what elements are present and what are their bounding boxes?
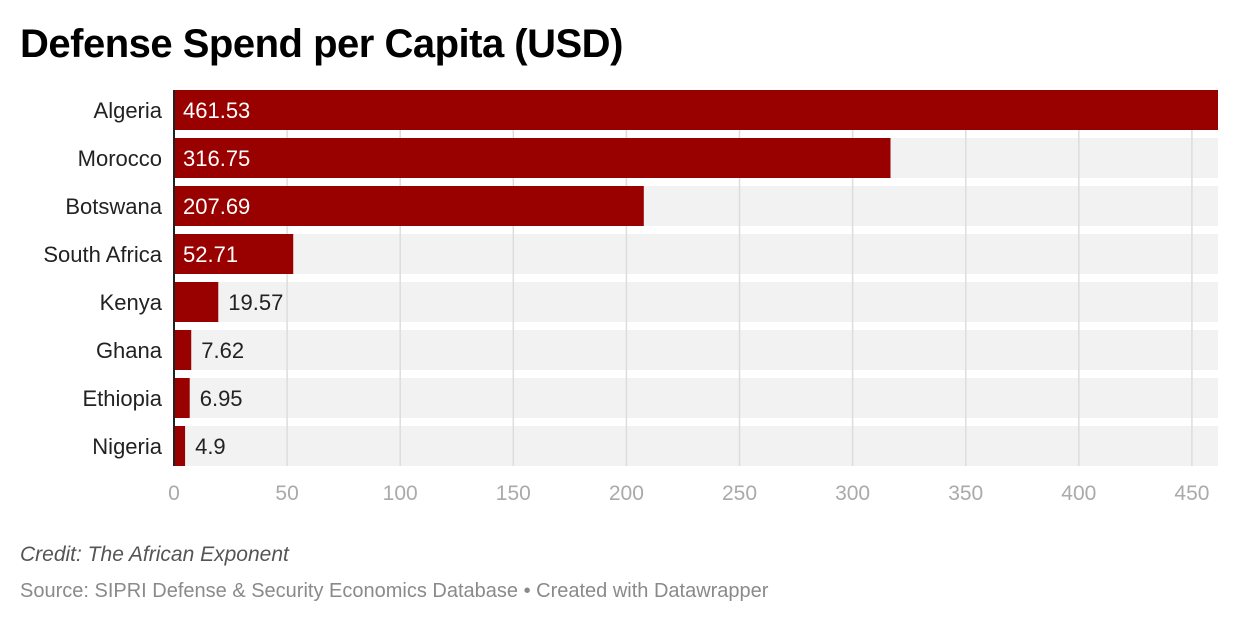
bar-track <box>174 282 1218 322</box>
category-label: Ghana <box>96 338 163 363</box>
value-label: 19.57 <box>228 290 283 315</box>
x-tick-label: 50 <box>275 482 298 505</box>
value-label: 4.9 <box>195 434 226 459</box>
chart-title: Defense Spend per Capita (USD) <box>20 22 623 66</box>
value-label: 207.69 <box>183 194 250 219</box>
x-tick-label: 200 <box>609 482 644 505</box>
bar <box>174 234 294 274</box>
x-tick-label: 250 <box>722 482 757 505</box>
category-label: Morocco <box>78 146 162 171</box>
value-label: 7.62 <box>201 338 244 363</box>
bar <box>174 186 644 226</box>
bar-track <box>174 234 1218 274</box>
bar <box>174 330 192 370</box>
bar-track <box>174 378 1218 418</box>
category-label: Ethiopia <box>82 386 162 411</box>
bar <box>174 426 186 466</box>
x-tick-label: 0 <box>168 482 180 505</box>
bar-track <box>174 426 1218 466</box>
bar <box>174 378 190 418</box>
category-label: South Africa <box>43 242 162 267</box>
x-tick-label: 100 <box>383 482 418 505</box>
value-label: 52.71 <box>183 242 238 267</box>
x-tick-label: 150 <box>496 482 531 505</box>
value-label: 461.53 <box>183 98 250 123</box>
bar-track <box>174 330 1218 370</box>
x-tick-label: 400 <box>1061 482 1096 505</box>
category-label: Nigeria <box>92 434 162 459</box>
category-label: Algeria <box>94 98 163 123</box>
source-note: Source: SIPRI Defense & Security Economi… <box>20 580 769 602</box>
bar <box>174 138 891 178</box>
value-label: 316.75 <box>183 146 250 171</box>
credit-note: Credit: The African Exponent <box>20 543 289 566</box>
x-tick-label: 350 <box>948 482 983 505</box>
x-tick-label: 300 <box>835 482 870 505</box>
category-label: Kenya <box>100 290 163 315</box>
x-tick-label: 450 <box>1174 482 1209 505</box>
category-label: Botswana <box>65 194 162 219</box>
bar <box>174 282 219 322</box>
value-label: 6.95 <box>200 386 243 411</box>
bar <box>174 90 1218 130</box>
